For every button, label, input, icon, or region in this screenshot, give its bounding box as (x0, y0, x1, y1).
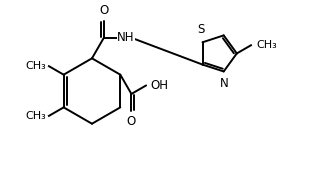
Text: CH₃: CH₃ (257, 40, 278, 50)
Text: OH: OH (150, 79, 168, 92)
Text: O: O (99, 4, 108, 17)
Text: O: O (127, 115, 136, 128)
Text: N: N (220, 77, 229, 90)
Text: NH: NH (117, 31, 135, 44)
Text: CH₃: CH₃ (25, 61, 46, 71)
Text: CH₃: CH₃ (25, 111, 46, 121)
Text: S: S (197, 23, 204, 36)
